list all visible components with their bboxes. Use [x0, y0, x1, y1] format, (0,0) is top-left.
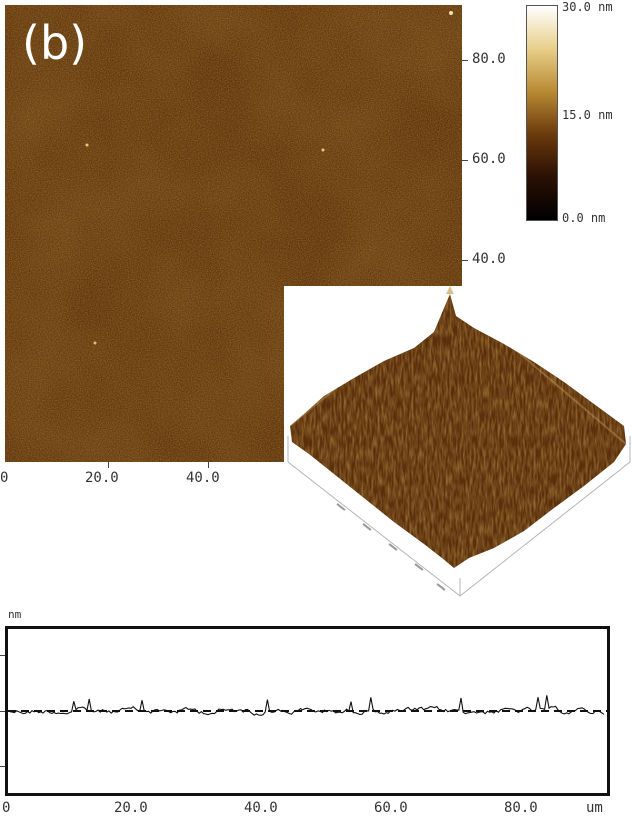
- y-tick-mark: [462, 160, 468, 161]
- colorbar-min-label: 0.0 nm: [562, 211, 606, 225]
- x-tick-label: 20.0: [85, 470, 119, 486]
- panel-label: (b): [22, 16, 88, 70]
- profile-x-tick-label: 20.0: [114, 800, 148, 816]
- profile-y-tick: [0, 655, 5, 656]
- profile-x-tick-label: 60.0: [374, 800, 408, 816]
- profile-trace: [9, 695, 605, 716]
- y-tick-label: 80.0: [472, 51, 506, 67]
- afm-topography-image: [5, 5, 462, 462]
- profile-y-tick: [0, 711, 5, 712]
- y-tick-label: 60.0: [472, 151, 506, 167]
- x-tick-mark: [208, 462, 209, 468]
- afm-3d-surface-inset: [284, 286, 634, 616]
- profile-x-tick-label: 40.0: [244, 800, 278, 816]
- profile-y-tick: [0, 766, 5, 767]
- profile-y-unit: nm: [8, 608, 22, 621]
- height-colorbar: [526, 5, 558, 221]
- y-tick-label: 40.0: [472, 251, 506, 267]
- y-tick-mark: [462, 260, 468, 261]
- profile-x-tick-label: 80.0: [504, 800, 538, 816]
- x-tick-label: 0: [0, 470, 9, 486]
- x-tick-mark: [108, 462, 109, 468]
- x-tick-label: 40.0: [186, 470, 220, 486]
- colorbar-mid-label: 15.0 nm: [562, 108, 613, 122]
- profile-x-unit: um: [586, 800, 603, 816]
- y-tick-mark: [462, 60, 468, 61]
- colorbar-max-label: 30.0 nm: [562, 0, 613, 14]
- profile-x-tick-label: 0: [2, 800, 11, 816]
